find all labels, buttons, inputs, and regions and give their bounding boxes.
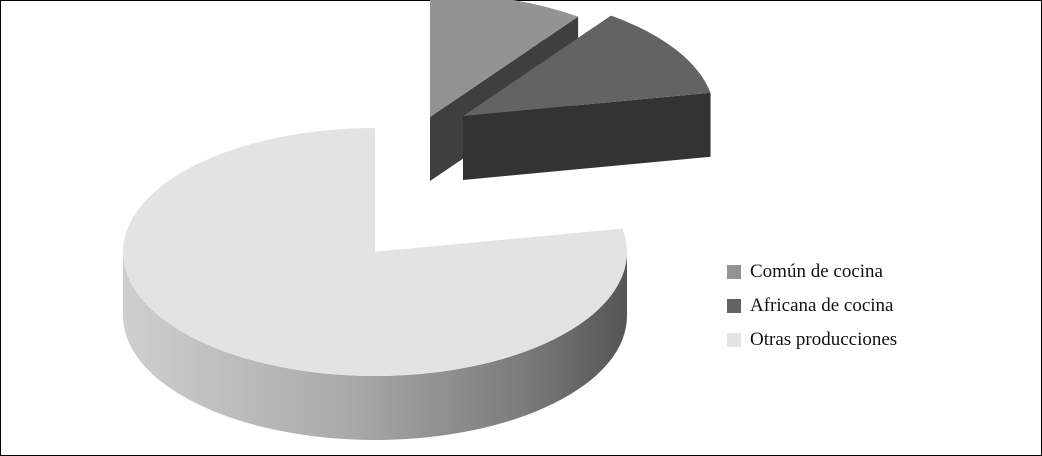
pie-slice-1-cut-face-1 (463, 92, 711, 180)
pie-slice-1-top (463, 15, 711, 116)
legend-swatch-comun (727, 265, 741, 279)
legend-swatch-africana (727, 299, 741, 313)
pie-slice-2-top (123, 128, 628, 376)
chart-legend: Común de cocina Africana de cocina Otras… (727, 255, 897, 357)
legend-swatch-otras (727, 333, 741, 347)
legend-item-africana: Africana de cocina (727, 289, 897, 323)
pie-slices (123, 0, 711, 440)
pie-slice-2-side (123, 252, 627, 440)
legend-label-comun: Común de cocina (750, 261, 883, 282)
pie-slice-2 (123, 128, 628, 440)
legend-label-otras: Otras producciones (750, 329, 898, 350)
pie-slice-0-top (430, 0, 579, 117)
legend-item-otras: Otras producciones (727, 323, 897, 357)
pie-slice-1 (463, 15, 711, 181)
legend-label-africana: Africana de cocina (750, 295, 894, 316)
legend-item-comun: Común de cocina (727, 255, 897, 289)
